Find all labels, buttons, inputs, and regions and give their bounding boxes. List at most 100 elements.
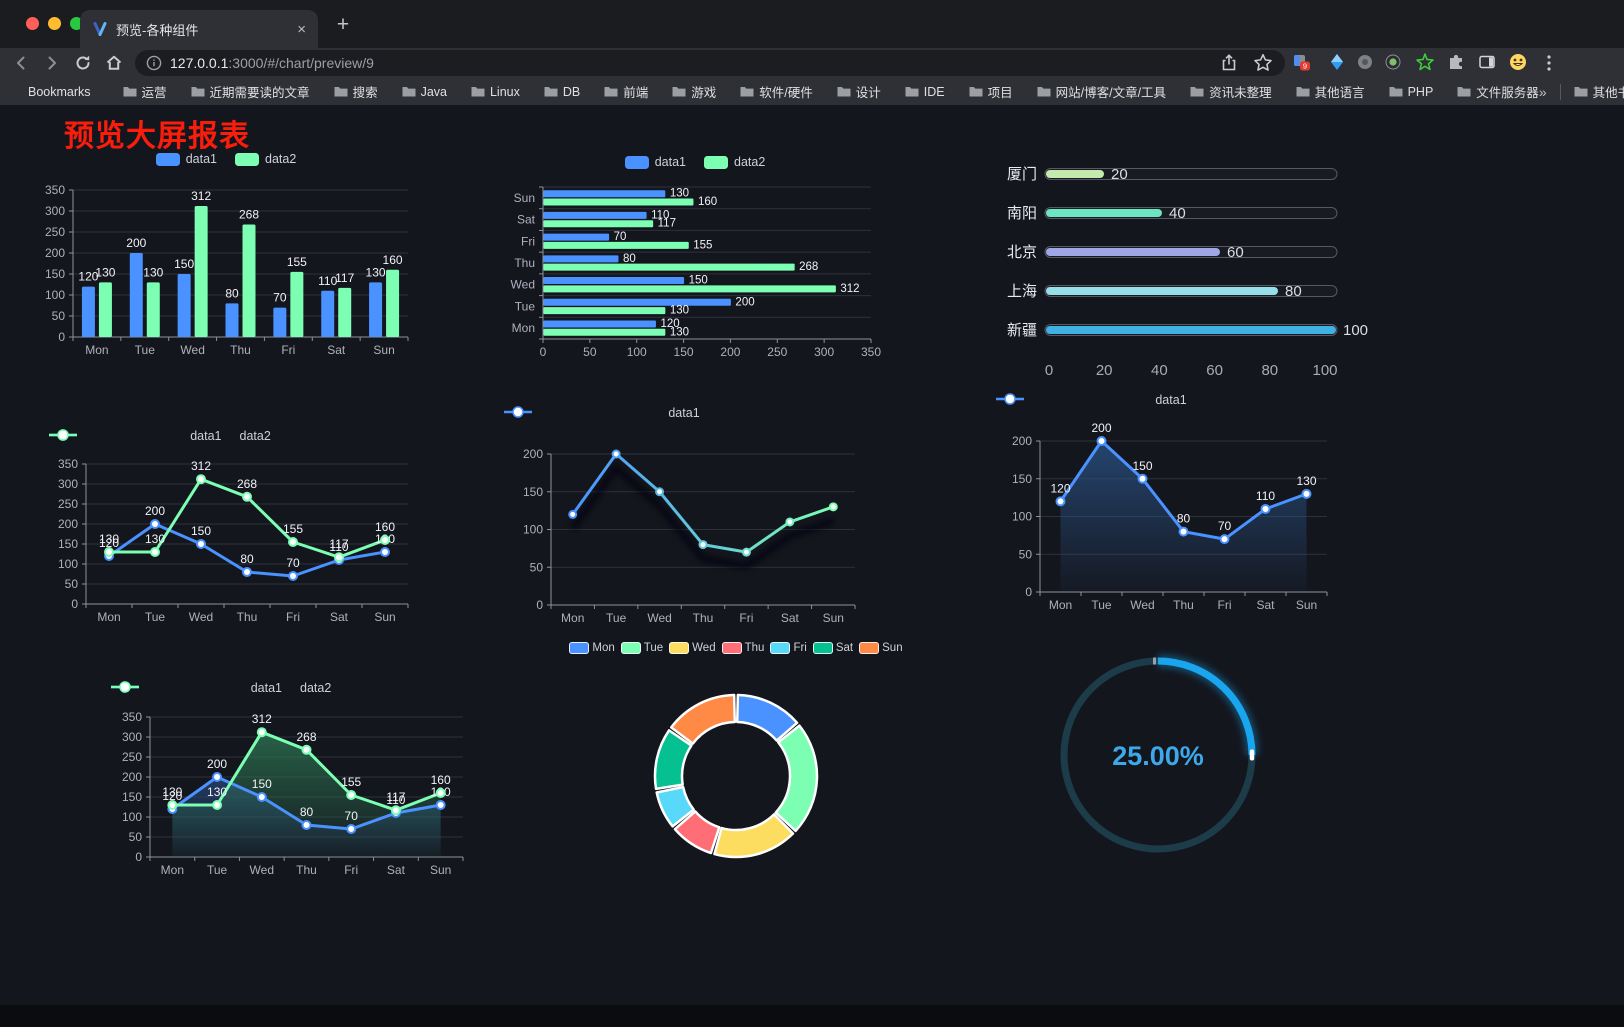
folder-icon — [1574, 87, 1588, 97]
bookmark-folder-label: 软件/硬件 — [759, 86, 813, 100]
legend-label: Fri — [793, 642, 807, 654]
legend-swatch — [624, 155, 649, 169]
legend-item-data1[interactable]: data1 — [624, 155, 686, 169]
bookmark-folder[interactable]: 项目 — [969, 82, 1013, 101]
svg-text:厦门: 厦门 — [1007, 166, 1037, 183]
url-bar[interactable]: 127.0.0.1:3000/#/chart/preview/9 — [135, 50, 1285, 76]
extension-grid-icon[interactable]: 9 — [1291, 52, 1311, 72]
svg-text:150: 150 — [191, 524, 211, 538]
menu-kebab-icon[interactable] — [1538, 52, 1560, 74]
legend-item-data1[interactable]: data1 — [996, 393, 1187, 407]
share-icon[interactable] — [1218, 52, 1240, 74]
extensions-puzzle-icon[interactable] — [1446, 52, 1466, 72]
bookmark-folder[interactable]: Java — [402, 85, 447, 99]
legend-item-data2[interactable]: data2 — [111, 681, 331, 695]
close-window-button[interactable] — [26, 17, 39, 30]
bookmark-folder[interactable]: DB — [544, 85, 580, 99]
bookmark-folder[interactable]: 设计 — [837, 82, 881, 101]
legend-item-Sun[interactable]: Sun — [859, 642, 903, 654]
new-tab-button[interactable]: + — [336, 13, 350, 36]
extension-green-dot-icon[interactable] — [1383, 52, 1403, 72]
bookmark-folder[interactable]: 运营 — [123, 82, 167, 101]
legend-item-Fri[interactable]: Fri — [770, 642, 807, 654]
bookmark-folder[interactable]: 游戏 — [672, 82, 716, 101]
chart-gauge[interactable]: 25.00% — [1055, 650, 1261, 862]
line-gradient-canvas[interactable]: 0 50 100 150 200 Mon Tue Wed Thu Fri Sat Sun — [503, 400, 865, 630]
bookmark-folder[interactable]: 软件/硬件 — [740, 82, 813, 101]
bookmarks-overflow-chevron[interactable]: » — [1538, 83, 1547, 100]
legend-item-data2[interactable]: data2 — [235, 152, 296, 166]
bookmark-folder[interactable]: 近期需要读的文章 — [191, 82, 310, 101]
legend-item-Wed[interactable]: Wed — [669, 642, 716, 654]
forward-icon[interactable] — [41, 52, 63, 74]
svg-text:70: 70 — [273, 291, 287, 305]
bookmark-folder[interactable]: Linux — [471, 85, 520, 99]
side-panel-icon[interactable] — [1477, 52, 1497, 72]
bookmark-folder-label: PHP — [1407, 84, 1434, 99]
bookmarks-label[interactable]: Bookmarks — [28, 84, 91, 99]
legend-item-Sat[interactable]: Sat — [812, 642, 853, 654]
bookmark-folder[interactable]: 前端 — [604, 82, 648, 101]
legend-item-data1[interactable]: data1 — [504, 406, 700, 420]
bookmark-folder[interactable]: 文件服务器 — [1457, 82, 1539, 101]
chart-area-grouped[interactable]: data1 data2 0 50 100 150 200 250 300 350 Mon Tue Wed… — [110, 675, 472, 890]
extension-drop-icon[interactable] — [1327, 52, 1347, 72]
page-content: 预览大屏报表 data1 data2 0 50 100 150 200 250 300 350 Mo… — [0, 105, 1624, 1027]
donut-canvas[interactable] — [550, 640, 922, 880]
profile-emoji-icon[interactable] — [1508, 52, 1528, 72]
bookmark-folder[interactable]: PHP — [1389, 84, 1434, 99]
home-icon[interactable] — [103, 52, 125, 74]
chart-line-grouped[interactable]: data1 data2 0 50 100 150 200 250 300 350 Mon Tue Wed… — [48, 425, 413, 640]
bar-grouped-canvas[interactable]: 0 50 100 150 200 250 300 350 Mon Tue Wed Thu Fri Sat S… — [40, 150, 412, 365]
folder-icon — [191, 87, 205, 97]
legend-item-Thu[interactable]: Thu — [721, 642, 764, 654]
tab-close-icon[interactable]: × — [297, 20, 306, 38]
window-controls — [26, 17, 83, 30]
svg-text:200: 200 — [207, 757, 227, 771]
chart-city-progress[interactable]: 厦门 20 南阳 40 北京 60 上海 80 新疆 100 0 20 40 60 80 100 — [995, 155, 1370, 390]
svg-text:120: 120 — [1050, 481, 1070, 495]
svg-text:130: 130 — [143, 265, 163, 279]
zoom-window-button[interactable] — [70, 17, 83, 30]
chart-area-single[interactable]: data1 0 50 100 150 200 Mon Tue Wed Thu Fri Sat Sun 12… — [995, 390, 1347, 615]
browser-tab[interactable]: 预览-各种组件 × — [80, 10, 318, 48]
extension-knob-icon[interactable] — [1355, 52, 1375, 72]
bookmark-folder[interactable]: 其他语言 — [1296, 82, 1365, 101]
city-progress-canvas[interactable]: 厦门 20 南阳 40 北京 60 上海 80 新疆 100 0 20 40 60 80 100 — [995, 155, 1370, 390]
minimize-window-button[interactable] — [48, 17, 61, 30]
chart-bar-horizontal[interactable]: data1 data2 0 50 100 150 200 250 300 350 Sun 130 160… — [505, 153, 885, 368]
chart-donut[interactable]: Mon Tue Wed Thu Fri Sat Sun — [550, 640, 922, 880]
legend-item-data1[interactable]: data1 — [49, 429, 222, 443]
svg-text:250: 250 — [122, 750, 142, 764]
svg-text:80: 80 — [1261, 362, 1278, 379]
legend-item-data2[interactable]: data2 — [704, 155, 765, 169]
svg-text:100: 100 — [1312, 362, 1337, 379]
extension-green-star-icon[interactable] — [1415, 52, 1435, 72]
bookmark-folder[interactable]: 搜索 — [334, 82, 378, 101]
legend-item-data1[interactable]: data1 — [111, 681, 282, 695]
back-icon[interactable] — [10, 52, 32, 74]
chart-bar-grouped[interactable]: data1 data2 0 50 100 150 200 250 300 350 Mon Tue Wed… — [40, 150, 412, 365]
legend-item-Tue[interactable]: Tue — [620, 642, 663, 654]
legend-item-data1[interactable]: data1 — [155, 152, 217, 166]
legend-item-Mon[interactable]: Mon — [569, 642, 615, 654]
line-grouped-canvas[interactable]: 0 50 100 150 200 250 300 350 Mon Tue Wed Thu Fri Sat S… — [48, 425, 413, 640]
bookmark-folder[interactable]: 网站/博客/文章/工具 — [1037, 82, 1166, 101]
legend-item-data2[interactable]: data2 — [49, 429, 271, 443]
legend-swatch — [235, 152, 259, 166]
reload-icon[interactable] — [72, 52, 94, 74]
chart-line-gradient[interactable]: data1 0 50 100 150 200 Mon Tue Wed Thu Fri Sat Sun — [503, 400, 865, 630]
area-grouped-canvas[interactable]: 0 50 100 150 200 250 300 350 Mon Tue Wed Thu Fri Sat S… — [110, 675, 472, 890]
area-single-canvas[interactable]: 0 50 100 150 200 Mon Tue Wed Thu Fri Sat Sun 120 200 1… — [995, 390, 1347, 615]
svg-text:200: 200 — [720, 345, 740, 359]
gauge-canvas[interactable]: 25.00% — [1055, 650, 1261, 862]
site-info-icon[interactable] — [146, 55, 162, 71]
svg-text:Thu: Thu — [296, 863, 317, 877]
bookmark-folder-label: 运营 — [141, 86, 167, 100]
other-bookmarks[interactable]: 其他书签 — [1574, 82, 1624, 101]
bookmark-folder[interactable]: 资讯未整理 — [1190, 82, 1272, 101]
legend-label: Wed — [692, 642, 716, 654]
bookmark-star-icon[interactable] — [1252, 52, 1274, 74]
bookmark-folder[interactable]: IDE — [905, 85, 945, 99]
